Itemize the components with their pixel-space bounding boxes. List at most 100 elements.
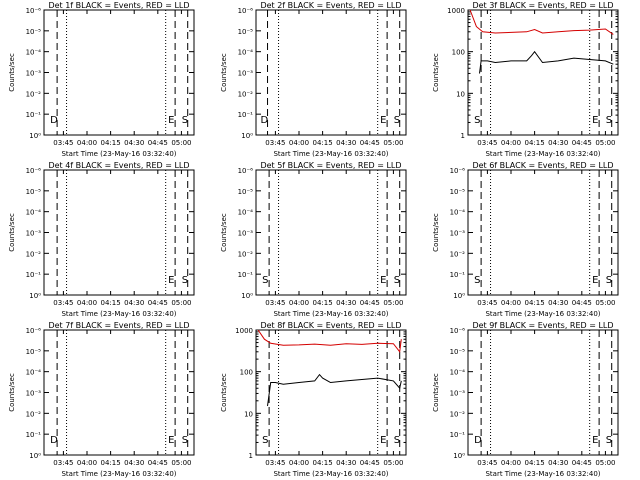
y-axis-label: Counts/sec — [8, 373, 16, 412]
detector-panel: Det 6f BLACK = Events, RED = LLD Counts/s… — [432, 161, 619, 318]
segment-marker: E — [592, 115, 598, 126]
x-tick-label: 04:15 — [525, 459, 545, 467]
x-tick-label: 04:15 — [313, 299, 333, 307]
x-tick-label: 04:00 — [77, 459, 97, 467]
lld-series-line — [257, 329, 402, 354]
segment-marker: S — [394, 275, 400, 286]
x-tick-label: 05:00 — [383, 299, 403, 307]
segment-marker: S — [474, 115, 480, 126]
y-tick-label: 10⁻¹ — [450, 431, 466, 439]
y-tick-label: 10⁻¹ — [26, 111, 42, 119]
segment-marker: S — [394, 435, 400, 446]
y-tick-label: 10⁻⁴ — [450, 209, 466, 217]
y-tick-label: 10⁻⁵ — [450, 188, 466, 196]
x-tick-label: 04:00 — [77, 139, 97, 147]
y-tick-label: 10⁻⁵ — [238, 188, 254, 196]
x-tick-label: 04:30 — [548, 459, 568, 467]
x-tick-label: 04:45 — [360, 299, 380, 307]
chart-title: Det 1f BLACK = Events, RED = LLD — [48, 1, 189, 10]
x-axis-label: Start Time (23-May-16 03:32:40) — [273, 470, 388, 478]
x-tick-label: 04:30 — [124, 139, 144, 147]
x-tick-label: 03:45 — [477, 299, 497, 307]
y-tick-label: 10⁰ — [241, 292, 253, 300]
events-series-line — [479, 50, 614, 74]
segment-marker: E — [168, 435, 174, 446]
x-tick-label: 05:00 — [383, 139, 403, 147]
y-tick-label: 10⁻⁶ — [450, 167, 466, 175]
events-series-line — [267, 373, 402, 407]
x-tick-label: 03:45 — [265, 299, 285, 307]
x-tick-label: 04:45 — [360, 459, 380, 467]
x-axis-label: Start Time (23-May-16 03:32:40) — [61, 310, 176, 318]
y-tick-label: 10⁻⁴ — [26, 49, 42, 57]
segment-marker: D — [474, 435, 482, 446]
x-tick-label: 04:15 — [101, 139, 121, 147]
x-tick-label: 05:00 — [171, 299, 191, 307]
x-tick-label: 04:15 — [101, 299, 121, 307]
y-tick-label: 10⁻² — [26, 250, 42, 258]
x-tick-label: 05:00 — [595, 299, 615, 307]
detector-panel: Det 3f BLACK = Events, RED = LLD Counts/s… — [432, 1, 619, 158]
detector-panel: Det 7f BLACK = Events, RED = LLD Counts/s… — [8, 321, 195, 478]
y-tick-label: 1 — [461, 132, 465, 140]
x-tick-label: 04:00 — [289, 299, 309, 307]
segment-marker: S — [606, 115, 612, 126]
x-tick-label: 04:45 — [572, 139, 592, 147]
y-tick-label: 10⁻⁶ — [238, 167, 254, 175]
x-tick-label: 04:15 — [525, 139, 545, 147]
x-tick-label: 04:45 — [360, 139, 380, 147]
plot-frame — [255, 329, 407, 456]
segment-marker: S — [606, 435, 612, 446]
detector-panel: Det 8f BLACK = Events, RED = LLD Counts/s… — [220, 321, 407, 478]
y-tick-label: 10⁻¹ — [238, 111, 254, 119]
y-tick-label: 10⁻² — [238, 250, 254, 258]
y-tick-label: 10⁻² — [26, 90, 42, 98]
x-axis-label: Start Time (23-May-16 03:32:40) — [485, 150, 600, 158]
chart-title: Det 3f BLACK = Events, RED = LLD — [472, 1, 613, 10]
y-tick-label: 10⁻³ — [26, 390, 42, 398]
chart-title: Det 9f BLACK = Events, RED = LLD — [472, 321, 613, 330]
x-tick-label: 05:00 — [171, 139, 191, 147]
y-tick-label: 10⁰ — [29, 132, 41, 140]
segment-marker: S — [182, 115, 188, 126]
x-tick-label: 04:15 — [101, 459, 121, 467]
y-axis-label: Counts/sec — [432, 213, 440, 252]
y-tick-label: 10⁻³ — [238, 230, 254, 238]
y-tick-label: 10⁻⁴ — [238, 209, 254, 217]
x-tick-label: 03:45 — [265, 139, 285, 147]
y-tick-label: 1000 — [447, 7, 465, 15]
x-tick-label: 05:00 — [383, 459, 403, 467]
x-tick-label: 04:00 — [289, 459, 309, 467]
y-tick-label: 10 — [456, 90, 465, 98]
y-tick-label: 10⁰ — [29, 292, 41, 300]
x-tick-label: 04:00 — [501, 299, 521, 307]
y-tick-label: 10⁻⁵ — [26, 188, 42, 196]
x-tick-label: 04:45 — [148, 299, 168, 307]
x-tick-label: 04:00 — [501, 459, 521, 467]
detector-panel: Det 5f BLACK = Events, RED = LLD Counts/s… — [220, 161, 407, 318]
y-tick-label: 10⁰ — [29, 452, 41, 460]
x-tick-label: 04:15 — [525, 299, 545, 307]
segment-marker: S — [182, 275, 188, 286]
x-tick-label: 04:00 — [501, 139, 521, 147]
y-tick-label: 10⁻⁵ — [238, 28, 254, 36]
y-tick-label: 10⁻⁴ — [238, 49, 254, 57]
y-axis-label: Counts/sec — [8, 53, 16, 92]
x-tick-label: 04:30 — [336, 139, 356, 147]
x-axis-label: Start Time (23-May-16 03:32:40) — [485, 470, 600, 478]
segment-marker: E — [380, 435, 386, 446]
y-tick-label: 10⁻⁵ — [450, 348, 466, 356]
segment-marker: S — [262, 435, 268, 446]
detector-panel: Det 9f BLACK = Events, RED = LLD Counts/s… — [432, 321, 619, 478]
segment-marker: E — [592, 435, 598, 446]
y-tick-label: 10⁻⁴ — [26, 369, 42, 377]
detector-panel: Det 1f BLACK = Events, RED = LLD Counts/s… — [8, 1, 195, 158]
segment-marker: S — [606, 275, 612, 286]
x-tick-label: 04:30 — [548, 139, 568, 147]
y-tick-label: 10 — [244, 410, 253, 418]
y-tick-label: 10⁰ — [241, 132, 253, 140]
x-axis-label: Start Time (23-May-16 03:32:40) — [273, 150, 388, 158]
y-tick-label: 10⁻⁶ — [26, 167, 42, 175]
lld-series-line — [469, 9, 614, 35]
x-tick-label: 03:45 — [477, 459, 497, 467]
